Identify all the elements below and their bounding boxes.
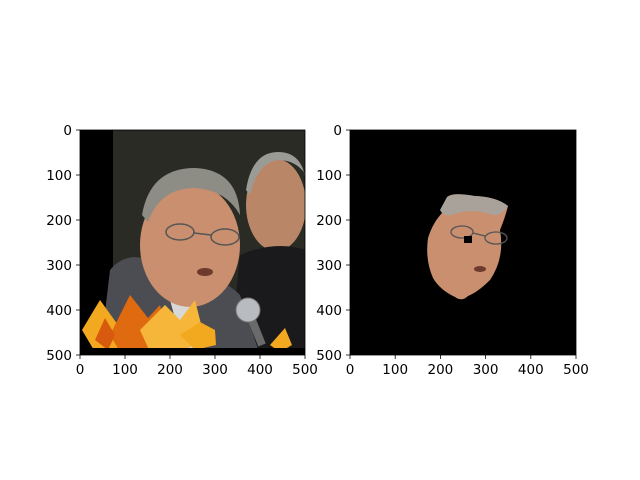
right-axes-frame — [349, 129, 577, 356]
left-ytick-label: 500 — [46, 348, 72, 364]
left-xtick-label: 400 — [247, 362, 273, 378]
left-ytick-label: 100 — [46, 168, 72, 184]
leaves-overlay — [82, 295, 292, 352]
right-xtick-label: 200 — [428, 362, 454, 378]
right-xtick-label: 500 — [563, 362, 589, 378]
right-xtick-label: 100 — [382, 362, 408, 378]
left-xtick-label: 300 — [202, 362, 228, 378]
right-ytick-label: 400 — [316, 303, 342, 319]
left-ytick-label: 400 — [46, 303, 72, 319]
left-xtick-label: 200 — [157, 362, 183, 378]
right-ytick-label: 100 — [316, 168, 342, 184]
left-axes-frame — [79, 129, 306, 356]
left-xtick-label: 0 — [76, 362, 85, 378]
right-xtick-label: 0 — [346, 362, 355, 378]
right-xtick-label: 300 — [473, 362, 499, 378]
left-ytick-label: 300 — [46, 258, 72, 274]
right-mask-image — [350, 130, 576, 355]
left-ytick-label: 0 — [63, 123, 72, 139]
left-ytick-label: 200 — [46, 213, 72, 229]
right-xtick-label: 400 — [518, 362, 544, 378]
left-xtick-label: 100 — [112, 362, 138, 378]
left-xtick-label: 500 — [292, 362, 318, 378]
right-ytick-label: 0 — [333, 123, 342, 139]
right-ytick-label: 200 — [316, 213, 342, 229]
right-ytick-label: 500 — [316, 348, 342, 364]
left-photo — [80, 130, 305, 355]
right-ytick-label: 300 — [316, 258, 342, 274]
